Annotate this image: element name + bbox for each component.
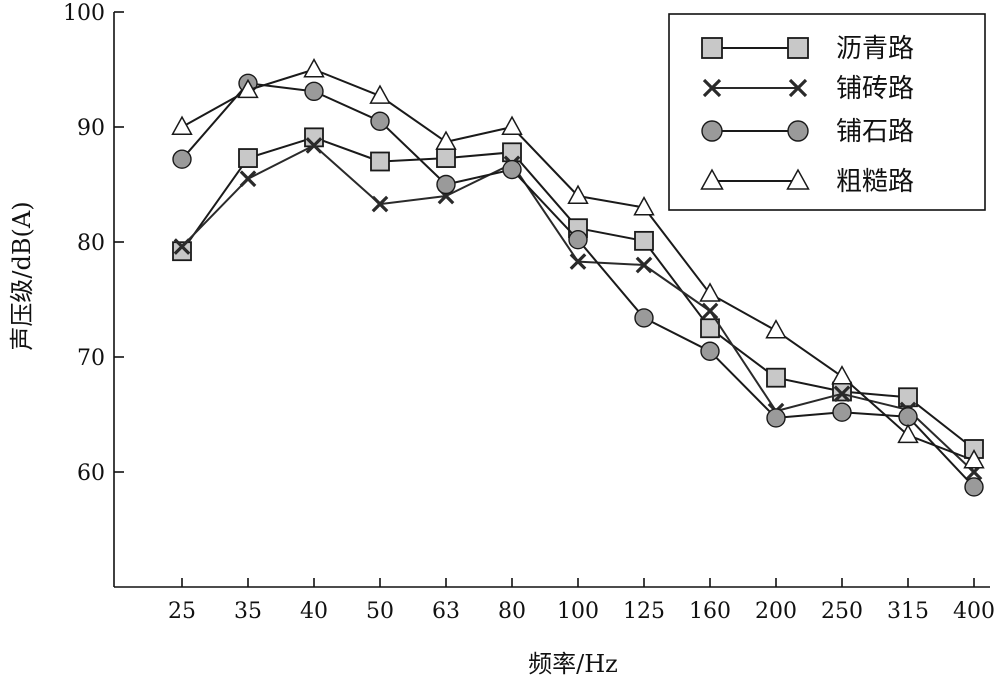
legend-item: 沥青路	[701, 34, 914, 64]
x-tick-label: 200	[755, 599, 797, 624]
circle-marker	[634, 308, 654, 328]
x-marker	[701, 302, 719, 320]
x-marker	[371, 195, 389, 213]
circle-marker	[766, 408, 786, 428]
triangle-marker	[786, 168, 810, 190]
legend-item: 铺石路	[701, 117, 914, 147]
triangle-marker	[765, 319, 787, 339]
square-marker	[634, 230, 654, 251]
y-ticks: 60 70 80 90 100	[63, 1, 124, 486]
triangle-marker	[303, 58, 325, 78]
triangle-marker	[435, 130, 457, 150]
x-marker	[173, 238, 191, 255]
legend-label: 铺石路	[836, 117, 914, 147]
x-tick-label: 63	[432, 599, 460, 624]
series-3	[172, 73, 984, 497]
square-marker	[766, 367, 786, 388]
x-tick-label: 40	[300, 599, 328, 624]
triangle-marker	[897, 423, 919, 444]
x-tick-label: 100	[557, 599, 599, 624]
triangle-marker	[963, 449, 985, 469]
x-marker	[788, 78, 808, 98]
triangle-marker	[633, 196, 655, 216]
series-layer	[171, 58, 985, 497]
circle-marker	[370, 111, 390, 131]
y-tick-label: 80	[77, 231, 105, 256]
x-tick-label: 160	[689, 599, 731, 624]
x-marker	[635, 256, 653, 274]
y-tick-label: 90	[77, 116, 105, 141]
triangle-marker	[700, 168, 724, 190]
circle-marker	[701, 120, 723, 142]
x-marker	[702, 78, 722, 98]
x-ticks: 25 35 40 50 63 80 100 125 160 200 250 315 400	[168, 578, 995, 624]
x-tick-label: 50	[366, 599, 394, 624]
circle-marker	[172, 149, 192, 169]
triangle-marker	[369, 84, 391, 104]
triangle-marker	[567, 184, 589, 204]
x-tick-label: 80	[498, 599, 526, 624]
triangle-marker	[237, 78, 259, 99]
circle-marker	[898, 407, 918, 427]
x-marker	[569, 253, 587, 270]
circle-marker	[700, 341, 720, 361]
legend-label: 铺砖路	[836, 74, 914, 104]
square-marker	[370, 151, 390, 172]
x-axis-label: 频率/Hz	[528, 650, 618, 678]
x-tick-label: 25	[168, 599, 196, 624]
y-tick-label: 70	[77, 346, 105, 371]
circle-marker	[964, 477, 984, 497]
triangle-marker	[699, 282, 721, 302]
y-axis-label: 声压级/dB(A)	[8, 201, 36, 350]
x-tick-label: 315	[887, 599, 929, 624]
square-marker	[700, 318, 720, 339]
square-marker	[898, 387, 918, 408]
x-tick-label: 400	[953, 599, 995, 624]
square-marker	[172, 241, 192, 262]
x-tick-label: 250	[821, 599, 863, 624]
legend-label: 粗糙路	[836, 167, 914, 197]
triangle-marker	[171, 115, 193, 135]
circle-marker	[568, 229, 588, 250]
square-marker	[238, 148, 258, 168]
y-tick-label: 60	[77, 461, 105, 486]
square-marker	[832, 381, 852, 402]
triangle-marker	[831, 365, 853, 385]
circle-marker	[436, 174, 456, 195]
y-tick-label: 100	[63, 1, 105, 26]
circle-marker	[502, 159, 522, 180]
x-marker	[305, 137, 323, 154]
legend-item: 铺砖路	[702, 74, 914, 104]
legend-label: 沥青路	[836, 34, 914, 64]
square-marker	[436, 148, 456, 168]
x-marker	[239, 170, 257, 188]
axes	[113, 12, 990, 588]
circle-marker	[304, 81, 324, 102]
x-tick-label: 125	[623, 599, 665, 624]
circle-marker	[787, 120, 809, 142]
circle-marker	[832, 402, 852, 422]
x-tick-label: 35	[234, 599, 262, 624]
triangle-marker	[501, 115, 523, 135]
series-4	[171, 58, 985, 469]
legend-item: 粗糙路	[700, 167, 914, 197]
x-marker	[833, 385, 851, 403]
square-marker	[787, 37, 809, 59]
square-marker	[701, 37, 723, 59]
